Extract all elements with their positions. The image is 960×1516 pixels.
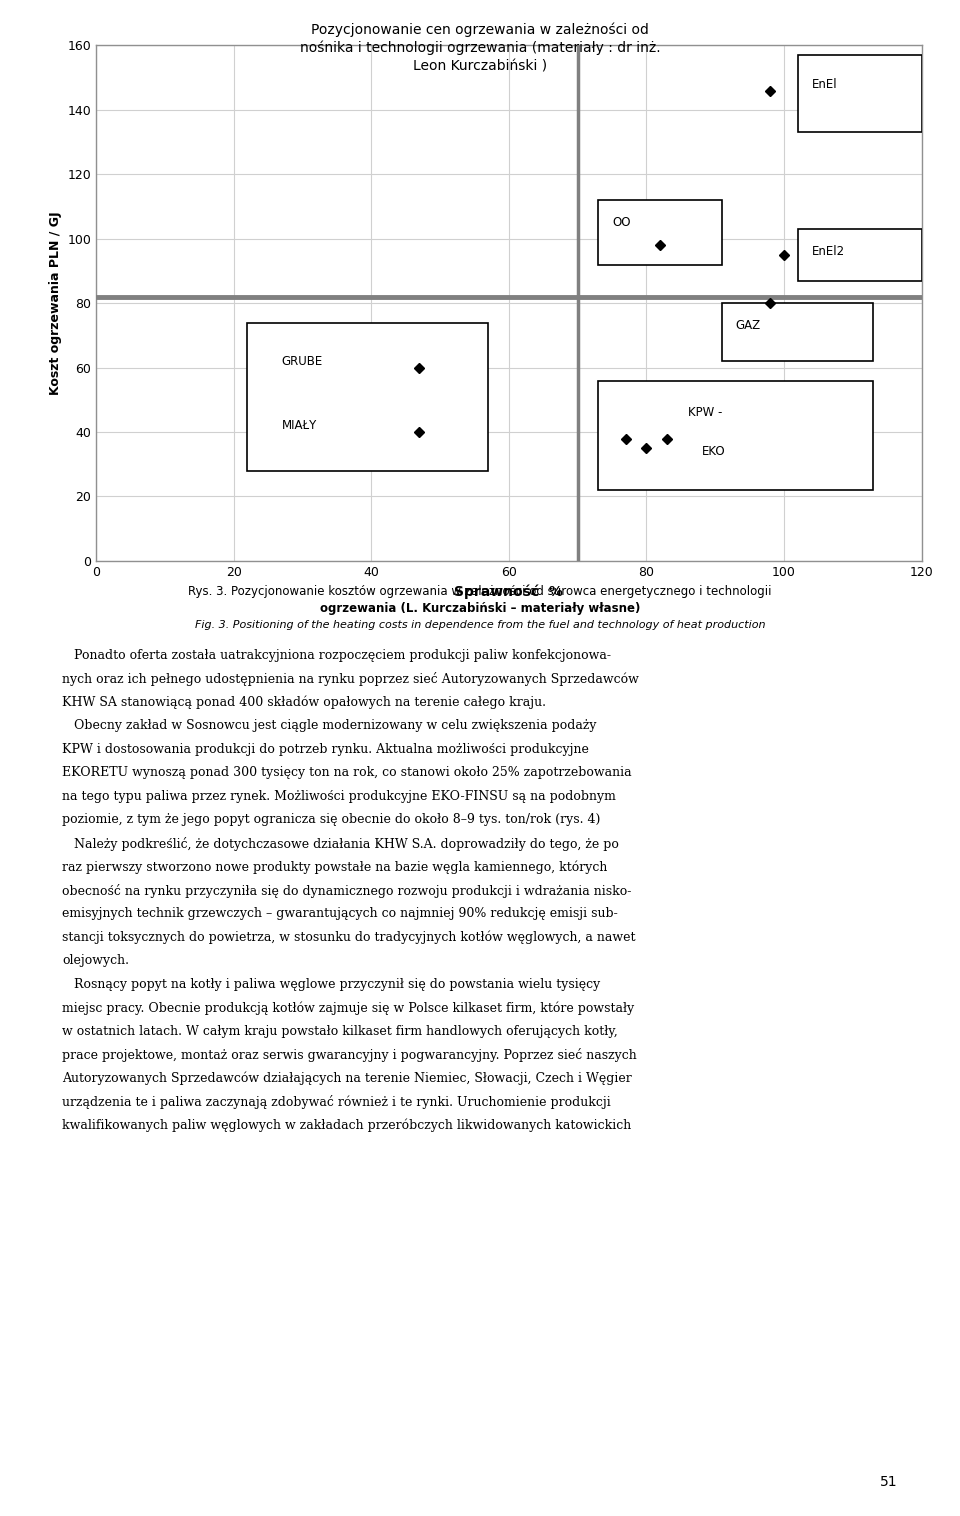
Text: Ponadto oferta została uatrakcyjniona rozpoczęciem produkcji paliw konfekcjonowa: Ponadto oferta została uatrakcyjniona ro… bbox=[62, 649, 612, 662]
Bar bbox=[798, 229, 922, 280]
Text: prace projektowe, montaż oraz serwis gwarancyjny i pogwarancyjny. Poprzez sieć n: prace projektowe, montaż oraz serwis gwa… bbox=[62, 1049, 637, 1063]
Text: nośnika i technologii ogrzewania (materiały : dr inż.: nośnika i technologii ogrzewania (materi… bbox=[300, 41, 660, 56]
Text: nych oraz ich pełnego udostępnienia na rynku poprzez sieć Autoryzowanych Sprzeda: nych oraz ich pełnego udostępnienia na r… bbox=[62, 673, 639, 687]
Text: EnEl2: EnEl2 bbox=[811, 246, 845, 258]
Text: KHW SA stanowiącą ponad 400 składów opałowych na terenie całego kraju.: KHW SA stanowiącą ponad 400 składów opał… bbox=[62, 696, 546, 709]
Text: emisyjnych technik grzewczych – gwarantujących co najmniej 90% redukcję emisji s: emisyjnych technik grzewczych – gwarantu… bbox=[62, 907, 618, 920]
Text: miejsc pracy. Obecnie produkcją kotłów zajmuje się w Polsce kilkaset firm, które: miejsc pracy. Obecnie produkcją kotłów z… bbox=[62, 1002, 635, 1014]
Text: Rosnący popyt na kotły i paliwa węglowe przyczynił się do powstania wielu tysięc: Rosnący popyt na kotły i paliwa węglowe … bbox=[62, 978, 601, 991]
X-axis label: Sprawność  %: Sprawność % bbox=[454, 584, 564, 599]
Text: EnEl: EnEl bbox=[811, 77, 837, 91]
Text: GRUBE: GRUBE bbox=[282, 355, 323, 368]
Text: KPW -: KPW - bbox=[687, 406, 722, 420]
Bar bbox=[722, 303, 874, 361]
Text: obecność na rynku przyczyniła się do dynamicznego rozwoju produkcji i wdrażania : obecność na rynku przyczyniła się do dyn… bbox=[62, 884, 632, 897]
Text: poziomie, z tym że jego popyt ogranicza się obecnie do około 8–9 tys. ton/rok (r: poziomie, z tym że jego popyt ogranicza … bbox=[62, 813, 601, 826]
Text: Fig. 3. Positioning of the heating costs in dependence from the fuel and technol: Fig. 3. Positioning of the heating costs… bbox=[195, 620, 765, 631]
Text: kwalifikowanych paliw węglowych w zakładach przeróbczych likwidowanych katowicki: kwalifikowanych paliw węglowych w zakład… bbox=[62, 1119, 632, 1132]
Text: Rys. 3. Pozycjonowanie kosztów ogrzewania w zależności od surowca energetycznego: Rys. 3. Pozycjonowanie kosztów ogrzewani… bbox=[188, 585, 772, 599]
Text: raz pierwszy stworzono nowe produkty powstałe na bazie węgla kamiennego, których: raz pierwszy stworzono nowe produkty pow… bbox=[62, 861, 608, 873]
Text: EKO: EKO bbox=[702, 444, 725, 458]
Text: Pozycjonowanie cen ogrzewania w zależności od: Pozycjonowanie cen ogrzewania w zależnoś… bbox=[311, 23, 649, 38]
Y-axis label: Koszt ogrzewania PLN / GJ: Koszt ogrzewania PLN / GJ bbox=[49, 211, 61, 396]
Text: Należy podkreślić, że dotychczasowe działania KHW S.A. doprowadziły do tego, że : Należy podkreślić, że dotychczasowe dzia… bbox=[62, 837, 619, 850]
Text: 51: 51 bbox=[880, 1475, 898, 1489]
Text: ogrzewania (L. Kurczabiński – materiały własne): ogrzewania (L. Kurczabiński – materiały … bbox=[320, 602, 640, 615]
Text: stancji toksycznych do powietrza, w stosunku do tradycyjnych kotłów węglowych, a: stancji toksycznych do powietrza, w stos… bbox=[62, 931, 636, 944]
Text: KPW i dostosowania produkcji do potrzeb rynku. Aktualna możliwości produkcyjne: KPW i dostosowania produkcji do potrzeb … bbox=[62, 743, 589, 756]
Text: Leon Kurczabiński ): Leon Kurczabiński ) bbox=[413, 59, 547, 73]
Bar bbox=[798, 55, 922, 132]
Text: olejowych.: olejowych. bbox=[62, 955, 130, 967]
Bar bbox=[598, 381, 874, 490]
Text: Obecny zakład w Sosnowcu jest ciągle modernizowany w celu zwiększenia podaży: Obecny zakład w Sosnowcu jest ciągle mod… bbox=[62, 720, 597, 732]
Text: Autoryzowanych Sprzedawców działających na terenie Niemiec, Słowacji, Czech i Wę: Autoryzowanych Sprzedawców działających … bbox=[62, 1072, 632, 1085]
Text: na tego typu paliwa przez rynek. Możliwości produkcyjne EKO-FINSU są na podobnym: na tego typu paliwa przez rynek. Możliwo… bbox=[62, 790, 616, 803]
Bar bbox=[598, 200, 722, 264]
Text: GAZ: GAZ bbox=[735, 320, 761, 332]
Text: urządzenia te i paliwa zaczynają zdobywać również i te rynki. Uruchomienie produ: urządzenia te i paliwa zaczynają zdobywa… bbox=[62, 1095, 612, 1110]
Text: w ostatnich latach. W całym kraju powstało kilkaset firm handlowych oferujących : w ostatnich latach. W całym kraju powsta… bbox=[62, 1025, 618, 1038]
Text: MIAŁY: MIAŁY bbox=[282, 418, 317, 432]
Text: OO: OO bbox=[612, 217, 631, 229]
Text: EKORETU wynoszą ponad 300 tysięcy ton na rok, co stanowi około 25% zapotrzebowan: EKORETU wynoszą ponad 300 tysięcy ton na… bbox=[62, 767, 632, 779]
Bar bbox=[248, 323, 488, 470]
